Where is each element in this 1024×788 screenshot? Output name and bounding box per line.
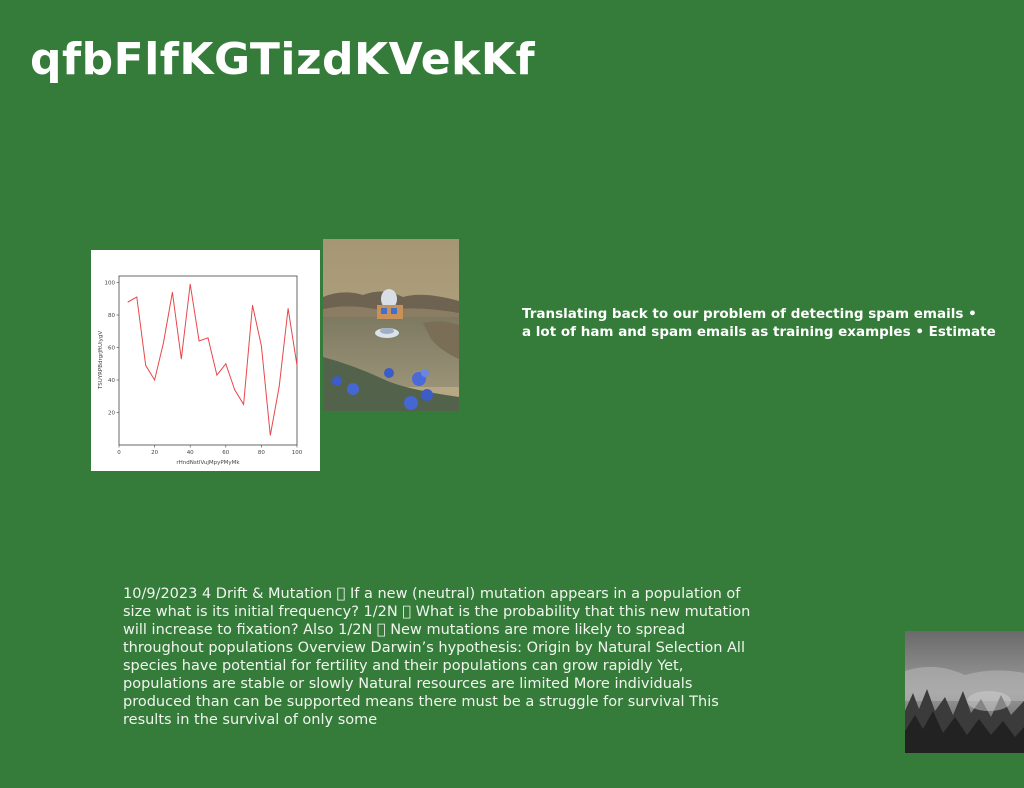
y-tick-label: 20 [108, 411, 115, 417]
pond-photo [323, 239, 459, 411]
series-line [127, 284, 298, 436]
line-chart-svg: 0 20 40 60 80 100 20 40 60 80 100 rHndNstlVujMpyPM… [98, 275, 303, 466]
x-tick-label: 80 [258, 450, 265, 456]
data-point [145, 364, 147, 366]
drift-mutation-text: 10/9/2023 4 Drift & Mutation   If a new … [123, 586, 751, 728]
data-point [127, 301, 129, 303]
x-axis-label: rHndNstlVujMpyPMyMk [176, 460, 240, 466]
data-point [225, 363, 227, 365]
data-point [172, 291, 173, 293]
line-chart: 0 20 40 60 80 100 20 40 60 80 100 rHndNstlVujMpyPM… [91, 250, 320, 471]
data-point [269, 434, 271, 436]
x-tick-label: 40 [187, 450, 194, 456]
data-point [216, 374, 218, 376]
x-tick-label: 100 [292, 450, 303, 456]
data-point [252, 304, 253, 306]
spam-text-line-1: Translating back to our problem of detec… [522, 306, 977, 322]
data-point [261, 345, 262, 347]
forest-scene-image [905, 631, 1024, 753]
plot-frame [118, 275, 298, 446]
y-tick-label: 60 [108, 346, 115, 352]
data-point [243, 403, 245, 405]
data-point [180, 358, 182, 360]
data-point [234, 389, 236, 391]
data-point [278, 386, 280, 387]
page-title: qfbFlfKGTizdKVekKf [30, 34, 536, 85]
data-point [163, 342, 164, 344]
pond-scene-image [323, 239, 459, 411]
spam-detection-text: Translating back to our problem of detec… [522, 305, 1022, 341]
data-point [207, 337, 209, 339]
data-point [198, 340, 200, 342]
data-point [136, 296, 138, 298]
y-tick-label: 100 [105, 281, 116, 287]
x-tick-label: 20 [151, 450, 158, 456]
data-point [296, 364, 298, 366]
y-axis-label: TSUYRPBdrgrJftUiygV [98, 331, 104, 390]
y-tick-label: 40 [108, 378, 115, 384]
forest-photo [905, 631, 1024, 753]
y-tick-label: 80 [108, 313, 115, 319]
x-tick-label: 0 [117, 450, 121, 456]
data-point [154, 379, 155, 381]
x-tick-label: 60 [222, 450, 229, 456]
data-point [189, 283, 191, 285]
spam-text-line-2: a lot of ham and spam emails as training… [522, 324, 996, 340]
data-point [287, 308, 289, 309]
